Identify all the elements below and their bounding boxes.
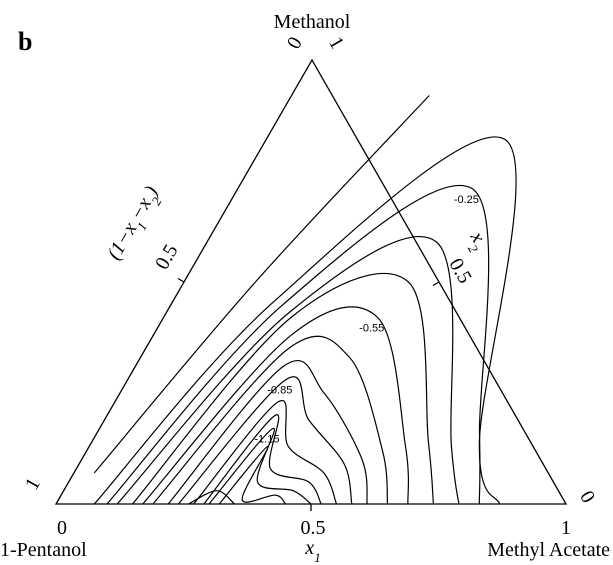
contour-line-13 [218,445,286,505]
contour-line-9 [177,376,353,505]
contour-label-2: -0.55 [359,323,384,335]
contour-line-4 [116,236,460,505]
tick-label-left-1: 1 [21,474,45,494]
contour-label-1: -0.25 [454,194,479,206]
contour-line-6 [142,306,410,505]
tick-label-bottom-0: 0 [57,517,67,539]
contour-lines [93,95,517,505]
axis-title-x1: x1 [304,537,320,565]
ternary-frame [54,58,568,505]
contour-line-5 [132,273,434,505]
tick-label-right-0: 0 [575,487,599,507]
contour-label-4: -1.15 [254,434,279,446]
axis-ticks [177,277,440,511]
vertex-label-methanol: Methanol [274,11,351,33]
tick-label-right-1: 1 [324,33,348,53]
tick-label-bottom-1: 1 [561,517,571,539]
contour-line-12 [208,427,312,505]
tick-label-left-05: 0.5 [151,241,183,274]
panel-label: b [18,27,32,56]
contour-line-11 [203,414,322,505]
tick-label-left-0: 0 [283,33,307,53]
tick-left-mid [177,277,185,283]
contour-line-14 [188,490,235,505]
contour-line-7 [152,335,389,505]
contour-label-3: -0.85 [267,385,292,397]
contour-line-8 [167,359,368,505]
contour-line-1 [93,95,430,474]
tick-right-mid [432,281,440,287]
contour-labels: -0.25 -0.55 -0.85 -1.15 [254,194,479,446]
vertex-label-methyl-acetate: Methyl Acetate [487,539,610,561]
triangle-outline [54,58,568,505]
tick-label-bottom-05: 0.5 [301,517,326,539]
vertex-label-1-pentanol: 1-Pentanol [0,539,87,561]
tick-label-right-05: 0.5 [444,255,476,288]
contour-line-3 [106,184,490,505]
contour-line-10 [193,399,338,505]
